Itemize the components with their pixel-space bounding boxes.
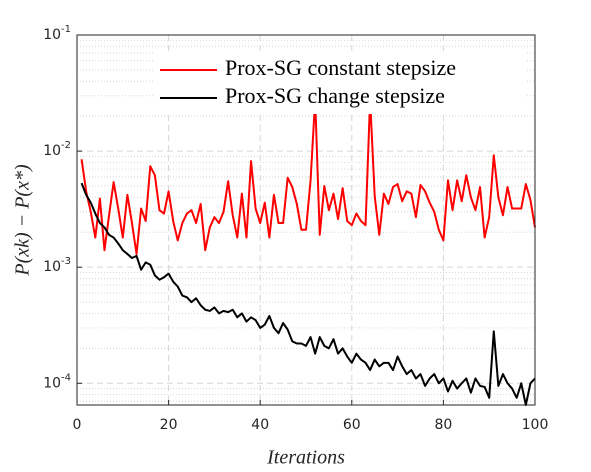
x-tick-label: 20 (160, 417, 178, 433)
y-tick-label: 10-4 (43, 372, 71, 391)
y-tick-label: 10-2 (43, 140, 71, 159)
x-tick-label: 40 (251, 417, 269, 433)
line-series (80, 98, 536, 255)
y-tick-label: 10-1 (43, 24, 71, 43)
plot-frame (76, 34, 536, 406)
x-axis-label: Iterations (266, 447, 345, 469)
x-tick-label: 0 (73, 417, 82, 433)
legend-label: Prox-SG change stepsize (225, 83, 445, 108)
legend-box (155, 52, 525, 114)
x-tick-label: 60 (343, 417, 361, 433)
x-tick-label: 100 (522, 417, 549, 433)
y-axis-label: P(xk) − P(x*) (12, 164, 34, 277)
legend-label: Prox-SG constant stepsize (225, 55, 456, 80)
axes: 0 20 40 60 80 100 10-4 10-3 10-2 10-1 Prox-SG cons… (43, 24, 548, 433)
marks (80, 98, 536, 406)
line-series (80, 182, 536, 406)
x-tick-label: 80 (434, 417, 452, 433)
y-tick-label: 10-3 (43, 256, 71, 275)
